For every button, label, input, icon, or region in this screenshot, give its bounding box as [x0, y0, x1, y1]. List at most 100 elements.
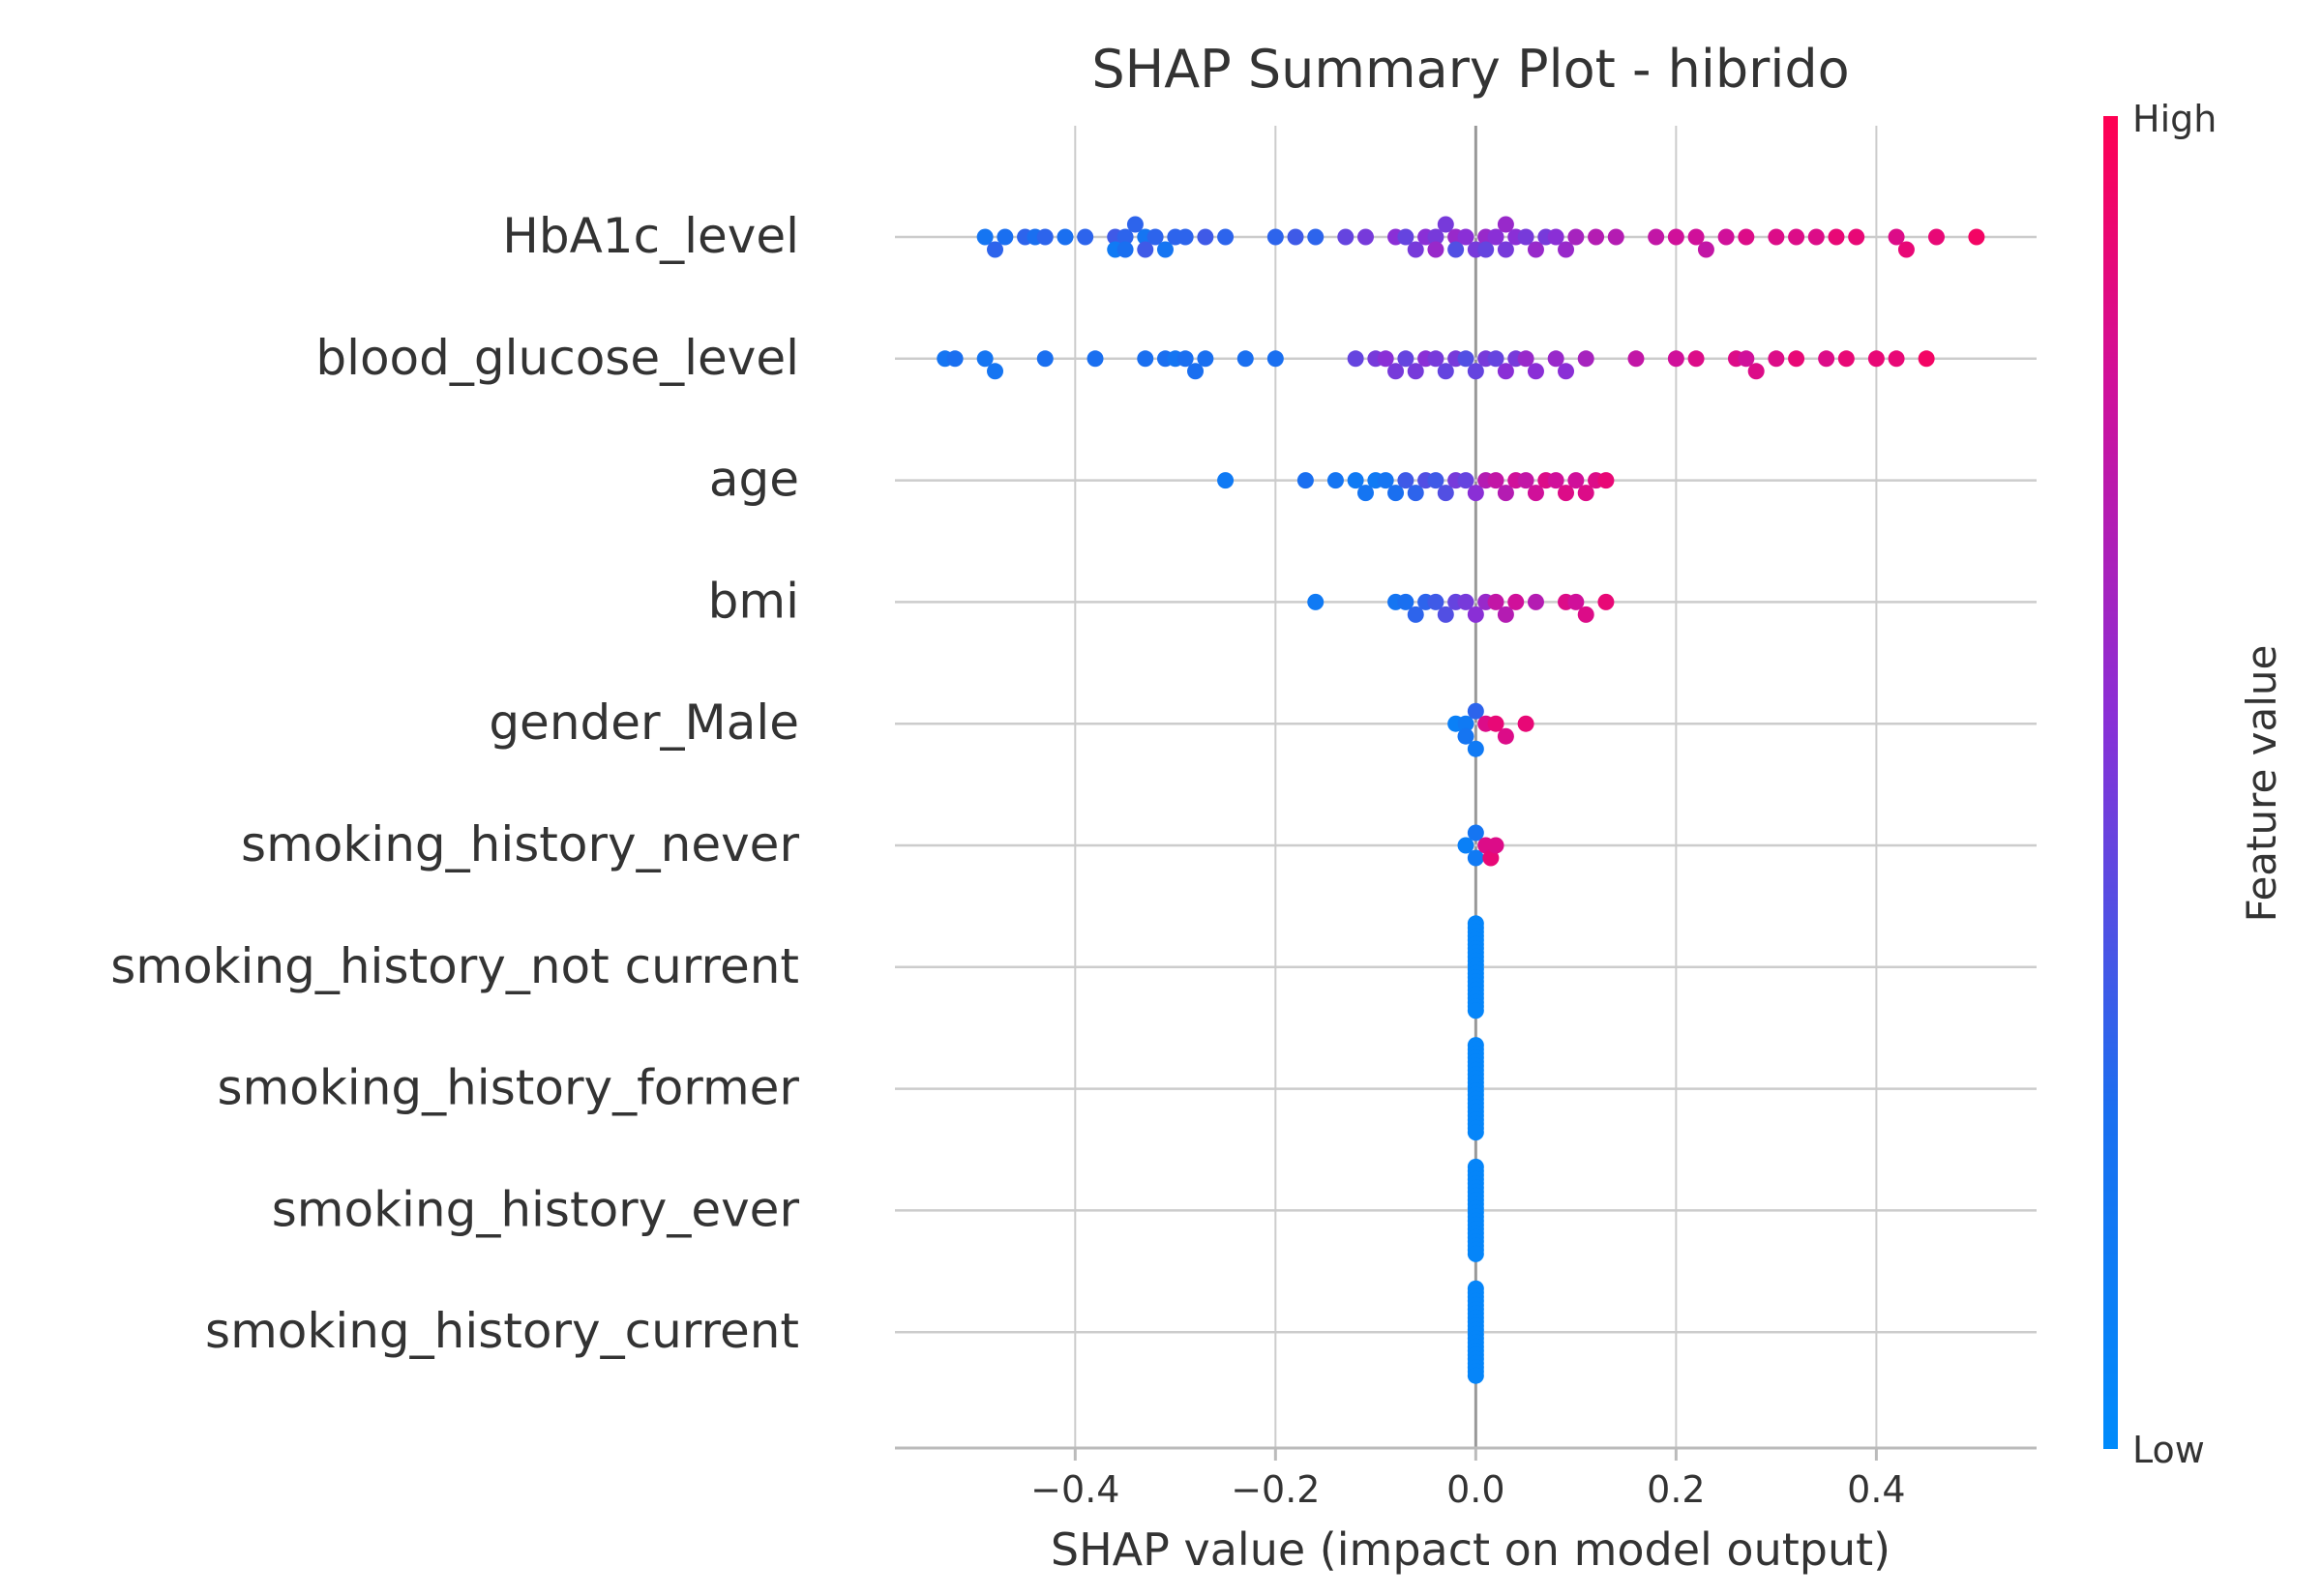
chart-title: SHAP Summary Plot - hibrido [1091, 39, 1849, 100]
feature-label: HbA1c_level [502, 208, 799, 264]
shap-point [1558, 241, 1575, 258]
shap-point [1467, 1367, 1484, 1384]
shap-point [1487, 593, 1504, 610]
grid [1074, 126, 1878, 1448]
shap-point [1667, 228, 1684, 246]
shap-point [1487, 472, 1504, 489]
shap-point [1918, 350, 1935, 368]
shap-point [1497, 363, 1514, 380]
shap-point [1467, 1245, 1484, 1262]
shap-point [1577, 350, 1594, 368]
shap-point [1347, 472, 1364, 489]
shap-point [1036, 228, 1054, 246]
x-tick-label: 0.2 [1647, 1468, 1705, 1511]
shap-point [1457, 472, 1474, 489]
x-tick-label: 0.0 [1446, 1468, 1504, 1511]
colorbar-label: Feature value [2238, 645, 2285, 923]
shap-point [1567, 472, 1585, 489]
shap-point [1807, 228, 1825, 246]
shap-point [1307, 228, 1325, 246]
feature-label: age [709, 452, 799, 508]
shap-point [1768, 350, 1785, 368]
shap-point [1607, 228, 1624, 246]
shap-point [987, 241, 1004, 258]
shap-point [1547, 350, 1564, 368]
feature-label: blood_glucose_level [315, 330, 799, 386]
shap-point [1427, 228, 1444, 246]
feature-label: smoking_history_ever [272, 1181, 800, 1237]
shap-point [1487, 228, 1504, 246]
shap-point [1377, 472, 1394, 489]
shap-point [1457, 350, 1474, 368]
shap-point [1648, 228, 1665, 246]
shap-point [1497, 485, 1514, 502]
shap-point [1467, 363, 1484, 380]
shap-point [1397, 228, 1414, 246]
shap-point [1266, 350, 1284, 368]
shap-point [1517, 715, 1534, 732]
colorbar-low-label: Low [2132, 1429, 2205, 1471]
shap-point [1507, 593, 1525, 610]
shap-point [1687, 228, 1705, 246]
shap-point [987, 363, 1004, 380]
shap-point [1577, 606, 1594, 623]
shap-point [1457, 837, 1474, 854]
shap-point [1457, 727, 1474, 745]
shap-point [1927, 228, 1945, 246]
shap-point [1687, 350, 1705, 368]
shap-point [1517, 350, 1534, 368]
shap-point [1356, 228, 1374, 246]
shap-point [1467, 1002, 1484, 1020]
shap-point [1788, 228, 1805, 246]
shap-point [1747, 363, 1765, 380]
shap-point [1197, 228, 1214, 246]
shap-point [1467, 485, 1484, 502]
shap-point [997, 228, 1014, 246]
shap-point [1717, 228, 1735, 246]
shap-point [1387, 485, 1405, 502]
shap-point [1287, 228, 1304, 246]
shap-point [1447, 241, 1465, 258]
shap-point [1197, 350, 1214, 368]
shap-point [1407, 363, 1424, 380]
shap-point [976, 228, 994, 246]
shap-point [1527, 241, 1544, 258]
shap-point [1217, 228, 1235, 246]
shap-point [1427, 350, 1444, 368]
shap-point [1137, 350, 1154, 368]
shap-point [1116, 228, 1134, 246]
shap-point [1588, 228, 1605, 246]
shap-point [1828, 228, 1845, 246]
shap-point [1577, 485, 1594, 502]
shap-point [1558, 363, 1575, 380]
shap-point [1467, 606, 1484, 623]
shap-point [1217, 472, 1235, 489]
shap-point [1697, 241, 1714, 258]
shap-point [1867, 350, 1885, 368]
shap-point [1627, 350, 1645, 368]
shap-point [1397, 472, 1414, 489]
shap-point [1517, 228, 1534, 246]
shap-point [1487, 715, 1504, 732]
shap-point [1897, 241, 1915, 258]
shap-point [1837, 350, 1855, 368]
shap-point [1558, 485, 1575, 502]
shap-point [1597, 593, 1615, 610]
x-tick-label: −0.2 [1231, 1468, 1320, 1511]
feature-label: smoking_history_former [218, 1060, 800, 1116]
shap-point [1457, 228, 1474, 246]
feature-label: smoking_history_current [205, 1303, 799, 1359]
shap-point [1667, 350, 1684, 368]
shap-point [1187, 363, 1205, 380]
shap-point [1437, 363, 1454, 380]
x-axis-label: SHAP value (impact on model output) [1051, 1523, 1890, 1576]
shap-point [1818, 350, 1835, 368]
shap-point [1326, 472, 1344, 489]
shap-point [1467, 849, 1484, 867]
shap-point [1487, 837, 1504, 854]
shap-point [946, 350, 964, 368]
shap-point [1146, 228, 1164, 246]
shap-point [1397, 350, 1414, 368]
shap-point [1597, 472, 1615, 489]
